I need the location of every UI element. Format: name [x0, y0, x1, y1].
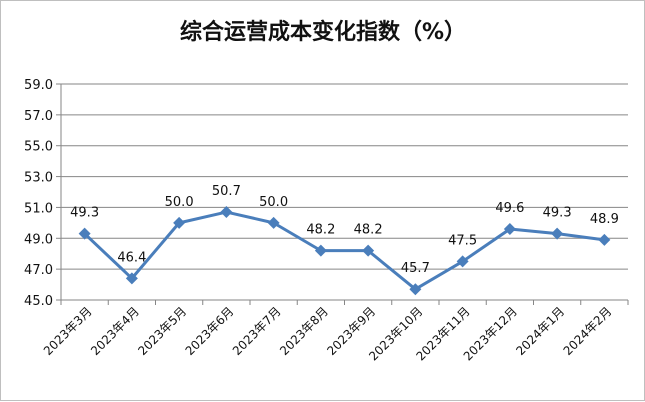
x-tick-label: 2024年1月 [513, 304, 567, 358]
y-tick-label: 51.0 [24, 201, 53, 216]
data-point-marker [173, 216, 186, 229]
data-point-marker [409, 283, 422, 296]
series-line [83, 210, 605, 291]
y-tick-label: 49.0 [24, 232, 53, 247]
data-label: 47.5 [448, 233, 477, 248]
data-point-marker [220, 206, 233, 219]
data-label: 45.7 [401, 261, 430, 276]
axes [56, 83, 629, 305]
x-tick-label: 2023年6月 [183, 304, 237, 358]
data-label: 49.3 [70, 206, 99, 221]
gridlines [61, 83, 628, 270]
y-tick-label: 59.0 [24, 78, 53, 93]
data-label: 49.3 [543, 206, 572, 221]
data-label: 48.9 [590, 212, 619, 227]
series [78, 206, 611, 296]
x-axis-tick-labels: 2023年3月2023年4月2023年5月2023年6月2023年7月2023年… [41, 304, 615, 363]
data-point-marker [314, 244, 327, 257]
data-label: 50.0 [259, 195, 288, 210]
data-point-marker [362, 244, 375, 257]
data-point-marker [267, 216, 280, 229]
data-label: 49.6 [495, 201, 524, 216]
data-labels: 49.3 46.4 50.0 50.7 50.0 48.2 48.2 45.7 47.5 49.6… [70, 184, 619, 276]
data-label: 46.4 [117, 250, 146, 265]
data-label: 48.2 [306, 223, 335, 238]
x-tick-label: 2024年2月 [561, 304, 615, 358]
x-tick-label: 2023年4月 [88, 304, 142, 358]
data-point-marker [125, 272, 138, 285]
chart-title: 综合运营成本变化指数（%） [180, 19, 466, 45]
data-label: 48.2 [354, 223, 383, 238]
y-tick-label: 45.0 [24, 294, 53, 309]
data-point-marker [598, 233, 611, 246]
y-tick-label: 57.0 [24, 109, 53, 124]
x-tick-label: 2023年3月 [41, 304, 95, 358]
y-axis-tick-labels: 45.0 47.0 49.0 51.0 53.0 55.0 57.0 59.0 [24, 78, 53, 309]
data-point-marker [503, 223, 516, 236]
y-tick-label: 53.0 [24, 171, 53, 186]
data-point-marker [551, 227, 564, 240]
x-tick-label: 2023年8月 [277, 304, 331, 358]
data-label: 50.0 [165, 195, 194, 210]
data-label: 50.7 [212, 184, 241, 199]
y-tick-label: 47.0 [24, 263, 53, 278]
data-point-marker [78, 227, 91, 240]
x-tick-label: 2023年5月 [135, 304, 189, 358]
data-point-marker [456, 255, 469, 268]
x-tick-label: 2023年7月 [230, 304, 284, 358]
y-tick-label: 55.0 [24, 140, 53, 155]
